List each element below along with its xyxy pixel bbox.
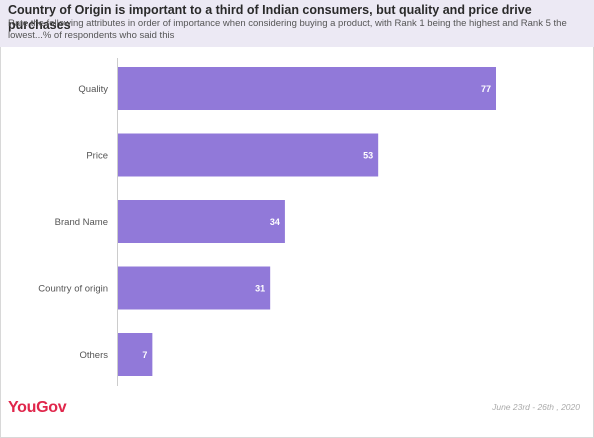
category-label: Quality [78, 84, 108, 95]
data-label: 34 [270, 217, 280, 227]
category-label: Others [79, 350, 108, 361]
bar-price [118, 133, 379, 177]
bar-others [118, 333, 153, 376]
fieldwork-date: June 23rd - 26th , 2020 [492, 402, 580, 412]
bar-quality [118, 67, 496, 110]
category-label: Price [86, 151, 108, 162]
data-label: 77 [481, 84, 491, 94]
data-label: 7 [142, 350, 147, 360]
bar-country-of-origin [118, 266, 271, 310]
category-label: Country of origin [38, 284, 108, 295]
data-label: 53 [363, 151, 373, 161]
data-label: 31 [255, 284, 265, 294]
bar-brand-name [118, 200, 285, 243]
chart-header: Country of Origin is important to a thir… [0, 0, 594, 47]
bar-series: Quality 77 Price 53 Brand Name 34 Country of o… [38, 67, 496, 376]
yougov-logo: YouGov [8, 399, 67, 416]
chart-subtitle: Rate the following attributes in order o… [8, 18, 567, 41]
chart-title: Country of Origin is important to a thir… [8, 3, 532, 32]
category-label: Brand Name [55, 217, 108, 228]
